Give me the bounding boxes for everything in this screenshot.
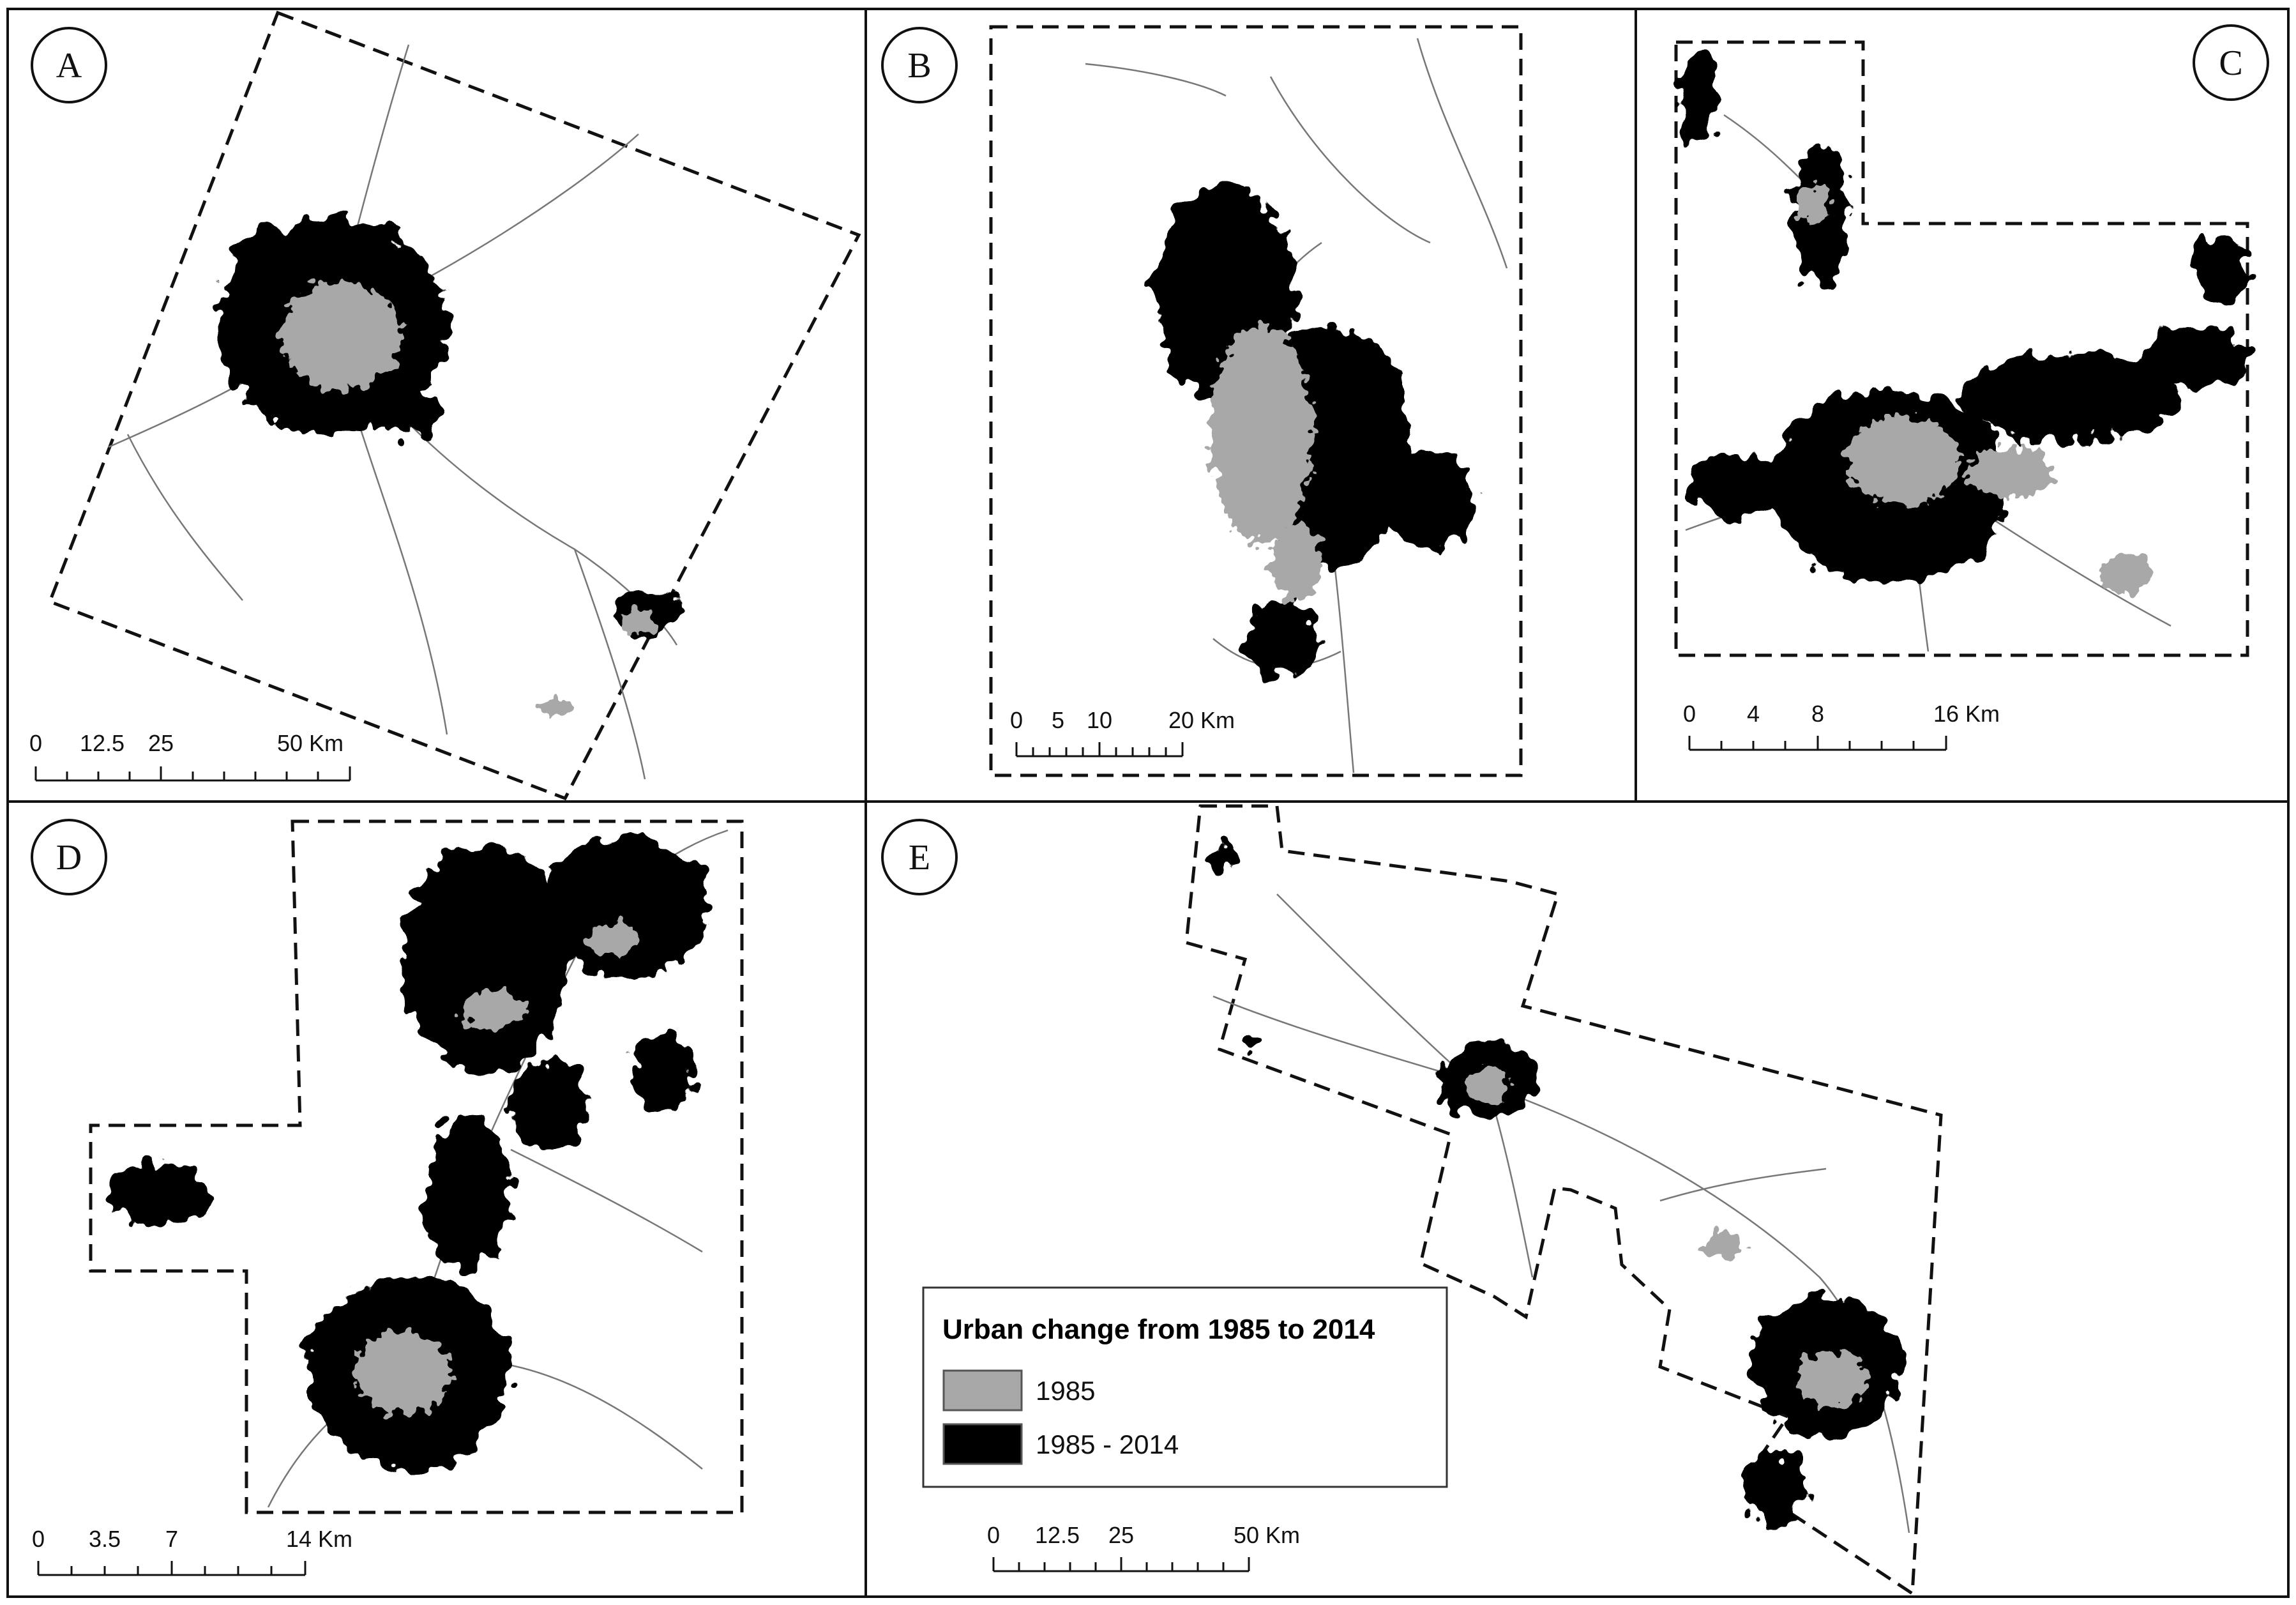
panel-b-scale-tick-2: 10 (1087, 707, 1112, 733)
panel-a: A 0 12.5 25 50 Km (29, 10, 861, 801)
panel-d-label: D (56, 838, 82, 878)
panel-e-scale-tick-0: 0 (987, 1522, 1000, 1548)
panel-e-urban-1985-2014 (1209, 838, 1903, 1526)
panel-e-study-area-boundary (1184, 804, 1943, 1597)
panel-b-label-circle (881, 27, 958, 103)
panel-a-scale-tick-2: 25 (148, 730, 174, 756)
panel-c: C 0 4 8 16 Km (1674, 24, 2269, 751)
panel-c-scale-tick-2: 8 (1811, 701, 1824, 727)
panel-b-study-area-boundary (989, 25, 1523, 777)
panel-e-scale-bar: 0 12.5 25 50 Km (987, 1522, 1300, 1572)
panel-a-urban-1985 (281, 281, 656, 720)
panel-c-scale-tick-0: 0 (1683, 701, 1696, 727)
panel-b-label: B (907, 46, 931, 86)
panel-b-scale-tick-3: 20 Km (1168, 707, 1235, 733)
panel-e-label-circle (881, 819, 958, 895)
panel-c-urban-1985-2014 (1679, 51, 2247, 581)
panel-c-scale-tick-3: 16 Km (1933, 701, 2000, 727)
panel-c-urban-1985 (1795, 185, 2152, 594)
panel-a-label: A (56, 46, 82, 86)
panel-b: B 0 5 10 20 Km (881, 25, 1523, 777)
panel-a-scale-tick-3: 50 Km (277, 730, 344, 756)
panel-e-scale-tick-3: 50 Km (1234, 1522, 1300, 1548)
panel-b-scale-tick-0: 0 (1010, 707, 1023, 733)
panel-d-urban-1985 (354, 923, 638, 1415)
panel-d-map (89, 819, 744, 1514)
panel-d-scale-tick-2: 7 (165, 1526, 178, 1552)
panel-e-scale-tick-2: 25 (1108, 1522, 1134, 1548)
legend-label-1985: 1985 (1036, 1376, 1095, 1406)
legend-title: Urban change from 1985 to 2014 (942, 1314, 1375, 1345)
legend: Urban change from 1985 to 2014 1985 1985… (922, 1286, 1448, 1488)
panel-d: D 0 3.5 7 14 Km (31, 819, 744, 1576)
panel-a-scale-tick-1: 12.5 (80, 730, 125, 756)
panel-e-map (1184, 804, 1943, 1597)
panel-e-scale-tick-1: 12.5 (1035, 1522, 1080, 1548)
panel-b-scale-tick-1: 5 (1052, 707, 1064, 733)
legend-swatch-1985-2014 (942, 1423, 1023, 1465)
panel-e-label: E (909, 838, 930, 878)
panel-c-scale-tick-1: 4 (1747, 701, 1760, 727)
panel-b-urban-1985-2014 (1156, 179, 1475, 677)
legend-swatch-1985 (942, 1369, 1023, 1411)
panel-d-label-circle (31, 819, 107, 895)
panel-a-label-circle (31, 27, 107, 103)
panel-a-map (47, 10, 861, 801)
panel-c-label-circle (2193, 24, 2269, 101)
panel-d-scale-tick-3: 14 Km (286, 1526, 352, 1552)
panel-c-study-area-boundary (1674, 40, 2249, 657)
panel-d-scale-tick-0: 0 (32, 1526, 45, 1552)
panel-e-urban-1985 (1465, 1068, 1868, 1408)
panel-a-study-area-boundary (47, 10, 861, 801)
panel-b-scale-bar: 0 5 10 20 Km (1010, 707, 1235, 757)
panel-c-scale-bar: 0 4 8 16 Km (1683, 701, 2000, 751)
panel-a-scale-tick-0: 0 (29, 730, 42, 756)
panel-e: E Urban change from 1985 to 2014 1985 19… (881, 804, 1943, 1597)
panel-d-scale-bar: 0 3.5 7 14 Km (32, 1526, 352, 1576)
panel-b-urban-1985 (1210, 326, 1322, 600)
panel-c-label: C (2219, 43, 2242, 83)
panel-a-scale-bar: 0 12.5 25 50 Km (29, 730, 351, 782)
panel-d-study-area-boundary (89, 819, 744, 1514)
panel-b-map (989, 25, 1523, 777)
panel-c-map (1674, 40, 2249, 657)
panel-d-scale-tick-1: 3.5 (89, 1526, 121, 1552)
legend-label-1985-2014: 1985 - 2014 (1036, 1429, 1179, 1459)
